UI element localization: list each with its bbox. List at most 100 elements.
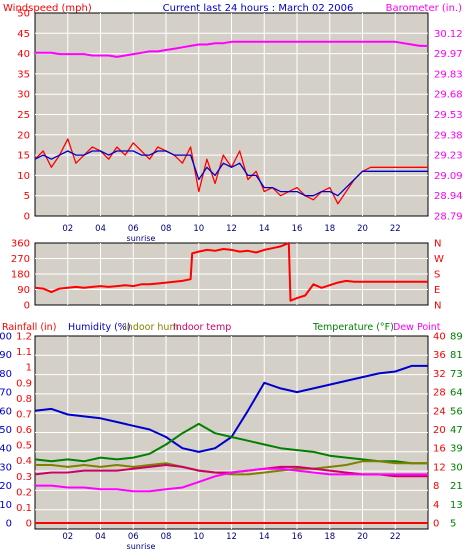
fahrenheit-tick-label: 39: [450, 444, 463, 455]
chart-title: Current last 24 hours : March 02 2006: [163, 3, 354, 14]
rainfall-tick-label: 0.8: [16, 394, 32, 405]
windspeed-tick-label: 35: [17, 69, 30, 80]
celsius-tick-label: 40: [433, 332, 446, 343]
x-tick-label: 04: [95, 224, 106, 234]
x-tick-label: 06: [128, 224, 139, 234]
humidity-series: [34, 364, 428, 524]
compass-tick-label: W: [434, 254, 444, 265]
x-tick-label: 06: [128, 532, 139, 542]
celsius-tick-label: 24: [433, 406, 446, 417]
x-tick-label: 02: [62, 532, 73, 542]
barometer-tick-label: 28.79: [434, 212, 463, 223]
fahrenheit-y-tick-labels: 5 13 21 30 39 47 56 64 73 81 89: [450, 332, 463, 530]
indoor-temp-label: Indoor temp: [173, 322, 231, 333]
rainfall-tick-label: 1.2: [16, 332, 32, 343]
direction-series: [34, 242, 428, 302]
barometer-tick-label: 29.53: [434, 110, 463, 121]
wind-direction-line: [34, 242, 428, 302]
rainfall-tick-label: 0.5: [16, 441, 32, 452]
compass-tick-label: N: [434, 239, 441, 250]
humidity-tick-label: 80: [0, 369, 12, 380]
fahrenheit-tick-label: 56: [450, 406, 463, 417]
humidity-tick-label: 50: [0, 425, 12, 436]
x-tick-label: 16: [292, 224, 303, 234]
celsius-tick-label: 0: [433, 519, 439, 530]
compass-tick-label: N: [434, 301, 441, 312]
fahrenheit-tick-label: 5: [450, 519, 456, 530]
rainfall-tick-label: 0: [26, 519, 32, 530]
compass-tick-label: E: [434, 285, 440, 296]
windspeed-tick-label: 45: [17, 29, 30, 40]
x-tick-label: 14: [259, 224, 270, 234]
windspeed-tick-label: 25: [17, 110, 30, 121]
x-tick-label: 08: [161, 532, 172, 542]
x-tick-label: 20: [357, 224, 368, 234]
x-tick-label: 18: [324, 224, 335, 234]
rainfall-axis-title: Rainfall (in): [2, 322, 56, 333]
temperature-line: [34, 422, 428, 465]
wind-series: [34, 40, 428, 205]
celsius-y-tick-labels: 0 4 8 12 16 20 24 28 32 36 40: [433, 332, 446, 530]
rainfall-tick-label: 0.1: [16, 503, 32, 514]
x-tick-label: 14: [259, 532, 270, 542]
indoor-humidity-label: Indoor hum: [124, 322, 179, 333]
rainfall-tick-label: 1.1: [16, 347, 32, 358]
celsius-tick-label: 28: [433, 388, 446, 399]
barometer-line: [35, 40, 428, 58]
temperature-axis-title: Temperature (°F): [312, 322, 394, 333]
x-tick-label: 10: [193, 532, 204, 542]
direction-grid: [35, 243, 428, 305]
fahrenheit-tick-label: 64: [450, 388, 463, 399]
barometer-y-tick-labels: 28.79 28.94 29.09 29.23 29.38 29.53 29.68 29.83…: [434, 29, 463, 223]
rainfall-tick-label: 0.7: [16, 409, 32, 420]
direction-tick-label: 0: [24, 301, 30, 312]
fahrenheit-tick-label: 13: [450, 500, 463, 511]
fahrenheit-tick-label: 89: [450, 332, 463, 343]
x-tick-label: 04: [95, 532, 106, 542]
fahrenheit-tick-label: 30: [450, 462, 463, 473]
barometer-tick-label: 30.12: [434, 29, 463, 40]
indoor-hum-line: [35, 460, 428, 476]
rainfall-tick-label: 0.6: [16, 425, 32, 436]
celsius-tick-label: 32: [433, 369, 446, 380]
barometer-axis-title: Barometer (in.): [386, 3, 462, 14]
windspeed-axis-title: Windspeed (mph): [3, 3, 92, 14]
fahrenheit-tick-label: 81: [450, 350, 463, 361]
windspeed-tick-label: 15: [17, 151, 30, 162]
windspeed-tick-label: 50: [17, 9, 30, 20]
barometer-tick-label: 29.38: [434, 130, 463, 141]
sunrise-label-2: sunrise: [127, 542, 156, 551]
wind-x-tick-labels: 02 04 06 08 10 12 14 16 18 20 22: [62, 224, 400, 234]
barometer-tick-label: 29.23: [434, 151, 463, 162]
windspeed-tick-label: 30: [17, 90, 30, 101]
humidity-tick-label: 90: [0, 350, 12, 361]
direction-tick-label: 270: [11, 254, 30, 265]
windspeed-tick-label: 0: [24, 212, 30, 223]
windspeed-tick-label: 40: [17, 49, 30, 60]
humidity-tick-label: 60: [0, 406, 12, 417]
celsius-tick-label: 4: [433, 500, 439, 511]
fahrenheit-tick-label: 47: [450, 425, 463, 436]
x-tick-label: 10: [193, 224, 204, 234]
x-tick-label: 02: [62, 224, 73, 234]
x-tick-label: 22: [390, 224, 401, 234]
humidity-grid: [35, 336, 428, 529]
rainfall-tick-label: 0.2: [16, 487, 32, 498]
x-tick-label: 08: [161, 224, 172, 234]
celsius-tick-label: 12: [433, 462, 446, 473]
x-tick-label: 12: [226, 224, 237, 234]
rainfall-tick-label: 0.3: [16, 472, 32, 483]
wind-grid: [35, 13, 428, 216]
humidity-tick-label: 100: [0, 332, 12, 343]
humidity-axis-title: Humidity (%): [68, 322, 131, 333]
fahrenheit-tick-label: 73: [450, 369, 463, 380]
compass-tick-label: S: [434, 270, 440, 281]
barometer-tick-label: 29.83: [434, 69, 463, 80]
rainfall-tick-label: 0.9: [16, 378, 32, 389]
windspeed-tick-label: 20: [17, 130, 30, 141]
x-tick-label: 22: [390, 532, 401, 542]
barometer-tick-label: 29.68: [434, 90, 463, 101]
direction-tick-label: 360: [11, 239, 30, 250]
